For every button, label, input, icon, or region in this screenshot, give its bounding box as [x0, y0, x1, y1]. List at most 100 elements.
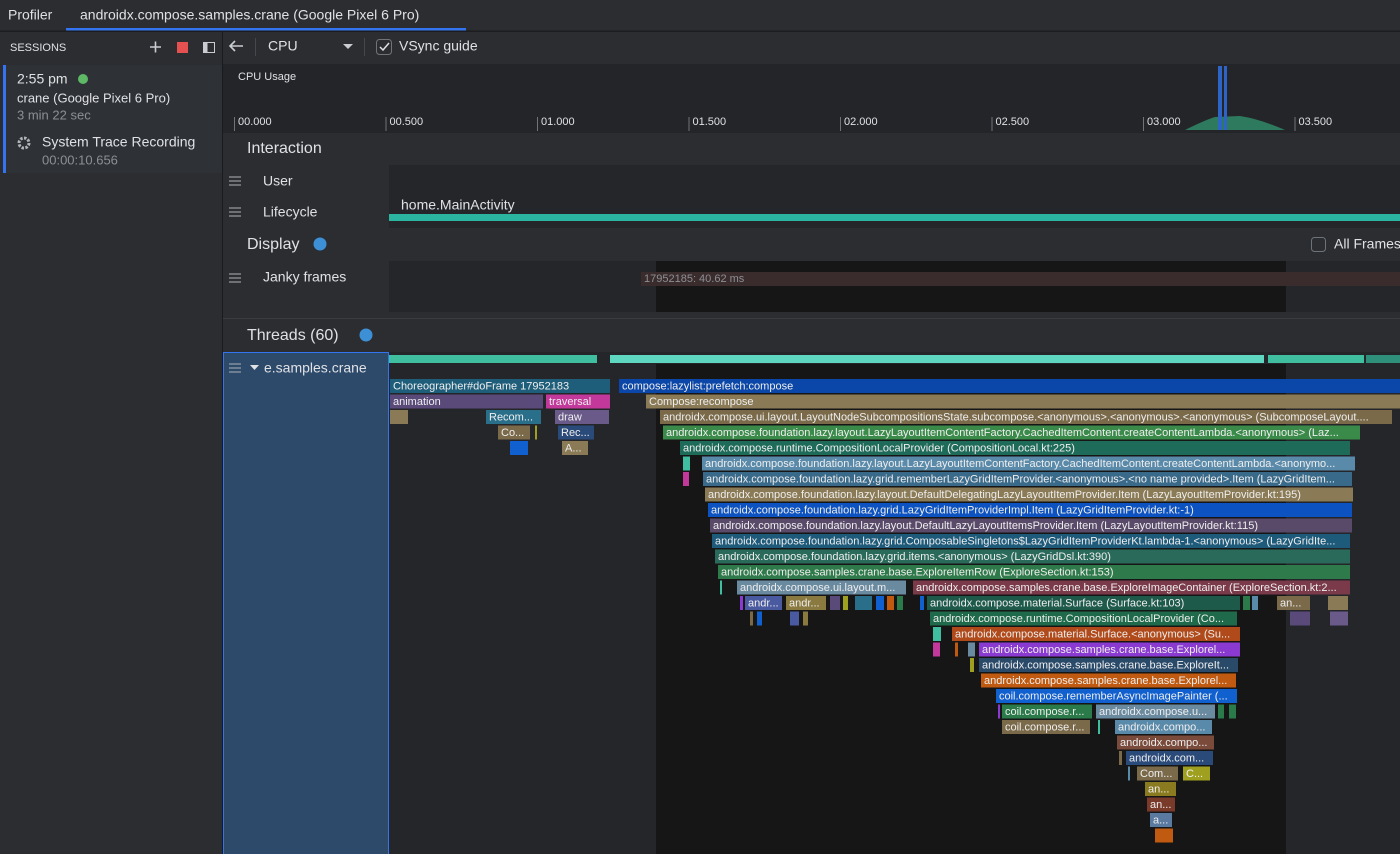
- trace-slice[interactable]: [619, 379, 1400, 393]
- trace-slice[interactable]: [663, 425, 1360, 440]
- trace-slice[interactable]: [927, 596, 1240, 610]
- trace-slice[interactable]: [680, 441, 1350, 455]
- trace-slice[interactable]: [855, 596, 872, 610]
- help-icon[interactable]: [313, 237, 327, 251]
- trace-slice[interactable]: [1098, 720, 1100, 734]
- trace-slice[interactable]: [933, 642, 940, 657]
- trace-slice[interactable]: [1126, 751, 1213, 765]
- trace-slice[interactable]: [1002, 704, 1092, 719]
- trace-slice[interactable]: [1328, 596, 1348, 610]
- trace-slice[interactable]: [683, 456, 690, 471]
- trace-slice[interactable]: [1145, 782, 1176, 796]
- trace-slice[interactable]: [750, 611, 753, 626]
- back-button[interactable]: [228, 40, 243, 52]
- all-frames-label[interactable]: All Frames: [1334, 236, 1400, 252]
- tab-selected[interactable]: androidx.compose.samples.crane (Google P…: [80, 7, 419, 23]
- expand-arrow[interactable]: [250, 365, 259, 370]
- trace-slice[interactable]: [1290, 611, 1310, 626]
- profiler-dropdown[interactable]: CPU: [268, 38, 298, 54]
- trace-slice[interactable]: [740, 596, 743, 610]
- trace-slice[interactable]: [1002, 720, 1090, 734]
- track-handle[interactable]: [229, 176, 241, 186]
- trace-slice[interactable]: [979, 642, 1240, 657]
- trace-slice[interactable]: [790, 611, 799, 626]
- trace-slice[interactable]: [1155, 828, 1173, 843]
- trace-slice[interactable]: [952, 627, 1240, 641]
- trace-slice[interactable]: [968, 642, 975, 657]
- trace-slice[interactable]: [745, 596, 782, 610]
- trace-slice[interactable]: [1218, 704, 1224, 719]
- recording-name[interactable]: System Trace Recording: [42, 134, 195, 150]
- track-handle[interactable]: [229, 273, 241, 283]
- trace-slice[interactable]: [998, 704, 1000, 719]
- trace-slice[interactable]: [712, 534, 1350, 548]
- lifecycle-bar[interactable]: [389, 214, 1400, 221]
- trace-slice[interactable]: [786, 596, 826, 610]
- trace-slice[interactable]: [930, 611, 1237, 626]
- trace-slice[interactable]: [1150, 813, 1172, 827]
- trace-slice[interactable]: [920, 596, 924, 610]
- thread-label-cell[interactable]: [223, 352, 389, 854]
- track-handle[interactable]: [229, 207, 241, 217]
- trace-slice[interactable]: [705, 487, 1353, 502]
- help-icon[interactable]: [359, 328, 373, 342]
- janky-frame[interactable]: [641, 272, 1400, 286]
- trace-slice[interactable]: [1119, 751, 1122, 765]
- track-handle[interactable]: [229, 363, 241, 373]
- session-item[interactable]: [3, 65, 222, 173]
- trace-slice[interactable]: [876, 596, 884, 610]
- trace-slice[interactable]: [720, 580, 722, 595]
- trace-slice[interactable]: [715, 549, 1350, 564]
- add-session[interactable]: [150, 41, 161, 53]
- trace-slice[interactable]: [843, 596, 848, 610]
- trace-slice[interactable]: [486, 410, 541, 424]
- trace-slice[interactable]: [390, 410, 408, 424]
- vsync-checkbox[interactable]: [376, 39, 392, 55]
- trace-slice[interactable]: [1115, 720, 1212, 734]
- trace-slice[interactable]: [710, 518, 1352, 533]
- trace-slice[interactable]: [933, 627, 941, 641]
- trace-slice[interactable]: [1147, 797, 1175, 812]
- trace-slice[interactable]: [897, 596, 903, 610]
- trace-slice[interactable]: [718, 565, 1350, 579]
- trace-slice[interactable]: [830, 596, 840, 610]
- trace-slice[interactable]: [708, 503, 1352, 517]
- trace-slice[interactable]: [981, 673, 1236, 688]
- trace-slice[interactable]: [737, 580, 906, 595]
- trace-slice[interactable]: [1137, 766, 1178, 781]
- trace-slice[interactable]: [535, 425, 537, 440]
- trace-slice[interactable]: [702, 456, 1355, 471]
- trace-slice[interactable]: [646, 394, 1400, 409]
- trace-slice[interactable]: [546, 394, 610, 409]
- vsync-label[interactable]: VSync guide: [399, 38, 478, 54]
- trace-slice[interactable]: [955, 642, 958, 657]
- all-frames-checkbox[interactable]: [1311, 237, 1326, 252]
- trace-slice[interactable]: [1229, 704, 1236, 719]
- trace-slice[interactable]: [558, 425, 594, 440]
- trace-slice[interactable]: [803, 611, 808, 626]
- trace-slice[interactable]: [510, 441, 528, 455]
- trace-slice[interactable]: [390, 394, 543, 409]
- trace-slice[interactable]: [498, 425, 530, 440]
- trace-slice[interactable]: [555, 410, 609, 424]
- trace-slice[interactable]: [1252, 596, 1258, 610]
- trace-slice[interactable]: [887, 596, 894, 610]
- trace-slice[interactable]: [1117, 735, 1214, 750]
- trace-slice[interactable]: [1277, 596, 1310, 610]
- trace-slice[interactable]: [1096, 704, 1215, 719]
- trace-slice[interactable]: [562, 441, 588, 455]
- trace-slice[interactable]: [996, 689, 1237, 703]
- stop-button[interactable]: [177, 42, 188, 53]
- trace-slice[interactable]: [1183, 766, 1210, 781]
- trace-slice[interactable]: [390, 379, 610, 393]
- trace-slice[interactable]: [913, 580, 1350, 595]
- tab[interactable]: Profiler: [8, 7, 53, 23]
- trace-slice[interactable]: [979, 658, 1238, 672]
- trace-slice[interactable]: [1330, 611, 1348, 626]
- trace-slice[interactable]: [703, 472, 1352, 486]
- trace-slice[interactable]: [1128, 766, 1130, 781]
- trace-slice[interactable]: [660, 410, 1392, 424]
- trace-slice[interactable]: [683, 472, 689, 486]
- trace-slice[interactable]: [1243, 596, 1250, 610]
- trace-slice[interactable]: [970, 658, 974, 672]
